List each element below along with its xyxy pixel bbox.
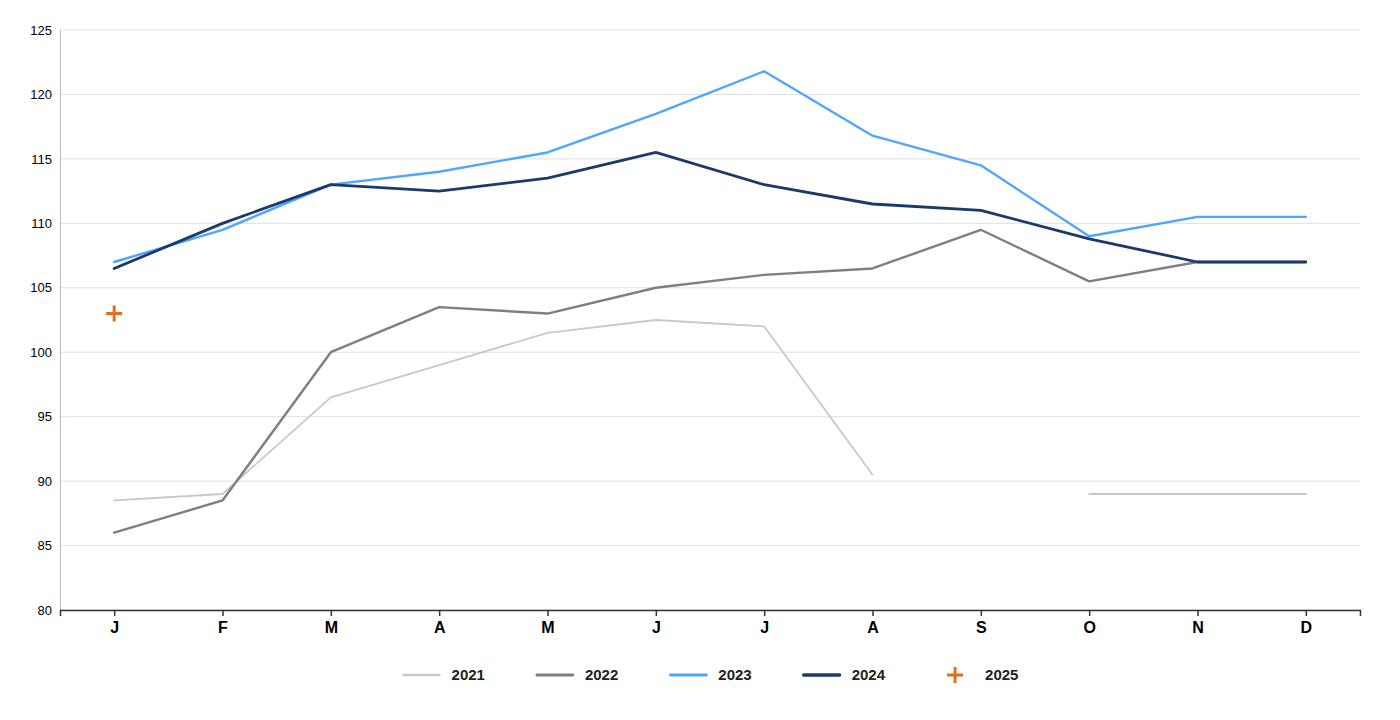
legend-symbol	[670, 674, 706, 677]
legend-item: 2024	[804, 666, 886, 683]
legend-label: 2021	[452, 666, 485, 683]
marks	[106, 71, 1306, 532]
y-tick-label: 120	[30, 87, 52, 102]
series-2021	[114, 320, 1306, 500]
x-tick-mark	[872, 610, 874, 616]
x-tick: N	[1192, 610, 1204, 636]
line	[1089, 493, 1306, 495]
y-tick: 120	[30, 87, 60, 102]
legend-symbol	[947, 667, 963, 683]
grid-line	[60, 545, 1360, 546]
grid-line	[60, 481, 1360, 482]
line	[114, 320, 872, 500]
x-tick-mark	[439, 610, 441, 616]
x-tick-label: M	[325, 619, 338, 636]
grid-line	[60, 158, 1360, 159]
line	[114, 230, 1306, 533]
x-tick-label: D	[1301, 619, 1313, 636]
x-tick-label: J	[760, 619, 769, 636]
x-tick-mark	[656, 610, 658, 616]
x-tick: A	[434, 610, 446, 636]
x-tick-mark	[547, 610, 549, 616]
y-tick: 80	[38, 603, 60, 618]
y-tick: 85	[38, 538, 60, 553]
grid-line	[60, 30, 1360, 31]
x-tick-mark	[1089, 610, 1091, 616]
x-tick-label: J	[110, 619, 119, 636]
x-tick-mark	[764, 610, 766, 616]
x-tick-label: F	[218, 619, 228, 636]
x-tick-mark	[114, 610, 116, 616]
x-tick-label: N	[1192, 619, 1204, 636]
x-tick-mark	[981, 610, 983, 616]
x-tick-label: J	[652, 619, 661, 636]
legend-label: 2024	[852, 666, 886, 683]
y-tick-label: 100	[30, 345, 52, 360]
x-axis: JFMAMJJASOND	[61, 610, 1361, 636]
x-tick-label: O	[1083, 619, 1095, 636]
x-tick: D	[1301, 610, 1313, 636]
y-tick: 105	[30, 280, 60, 295]
legend-item: 2022	[537, 666, 618, 683]
legend-label: 2022	[585, 666, 618, 683]
y-tick: 115	[31, 152, 60, 167]
legend-label: 2023	[718, 666, 751, 683]
line	[114, 152, 1306, 268]
x-tick-label: A	[434, 619, 446, 636]
y-tick-label: 125	[30, 23, 52, 38]
y-tick-label: 115	[31, 152, 52, 167]
grid-line	[60, 94, 1360, 95]
plot-area: 80 85 90 95 100 105 110 115 120 125 J F M A M J J A S O N D	[30, 23, 1360, 637]
y-tick-label: 90	[38, 474, 52, 489]
legend-symbol	[804, 673, 840, 676]
x-tick-mark	[1306, 610, 1308, 616]
grid-line	[60, 287, 1360, 288]
x-tick: A	[867, 610, 879, 636]
y-tick-label: 105	[30, 280, 52, 295]
x-tick: S	[976, 610, 987, 636]
legend-label: 2025	[985, 666, 1018, 683]
legend: 2021 2022 2023 2024 2025	[404, 666, 1019, 683]
x-tick-label: S	[976, 619, 987, 636]
y-tick: 125	[30, 23, 60, 38]
x-axis-line	[61, 611, 1361, 617]
x-tick: J	[760, 610, 769, 636]
legend-item: 2023	[670, 666, 751, 683]
series-2025	[106, 306, 122, 322]
x-tick: J	[652, 610, 661, 636]
y-tick-label: 110	[31, 216, 52, 231]
y-axis-line	[60, 31, 61, 611]
y-axis: 80 85 90 95 100 105 110 115 120 125	[30, 23, 60, 618]
grid-line	[60, 416, 1360, 417]
x-tick-mark	[331, 610, 333, 616]
y-tick: 95	[38, 409, 60, 424]
x-tick: O	[1083, 610, 1095, 636]
series-2023	[114, 71, 1306, 262]
chart: 80 85 90 95 100 105 110 115 120 125 J F M A M J J A S O N D 20…	[0, 0, 1400, 720]
legend-item: 2021	[404, 666, 485, 683]
y-tick-label: 85	[38, 538, 52, 553]
marker	[106, 306, 122, 322]
y-tick-label: 95	[38, 409, 52, 424]
legend-symbol	[404, 674, 440, 676]
x-tick-mark	[222, 610, 224, 616]
x-tick: F	[218, 610, 228, 636]
y-tick: 90	[38, 474, 60, 489]
y-tick-label: 80	[38, 603, 52, 618]
legend-item: 2025	[947, 666, 1018, 683]
x-tick: M	[541, 610, 554, 636]
grid	[60, 30, 1360, 610]
x-tick: J	[110, 610, 119, 636]
x-tick-label: A	[867, 619, 879, 636]
x-tick-mark	[1197, 610, 1199, 616]
x-tick-label: M	[541, 619, 554, 636]
line	[114, 71, 1306, 262]
grid-line	[60, 352, 1360, 353]
series-2022	[114, 230, 1306, 533]
y-tick: 110	[31, 216, 60, 231]
series-2024	[114, 152, 1306, 268]
legend-symbol	[537, 674, 573, 677]
x-tick: M	[325, 610, 338, 636]
y-tick: 100	[30, 345, 60, 360]
